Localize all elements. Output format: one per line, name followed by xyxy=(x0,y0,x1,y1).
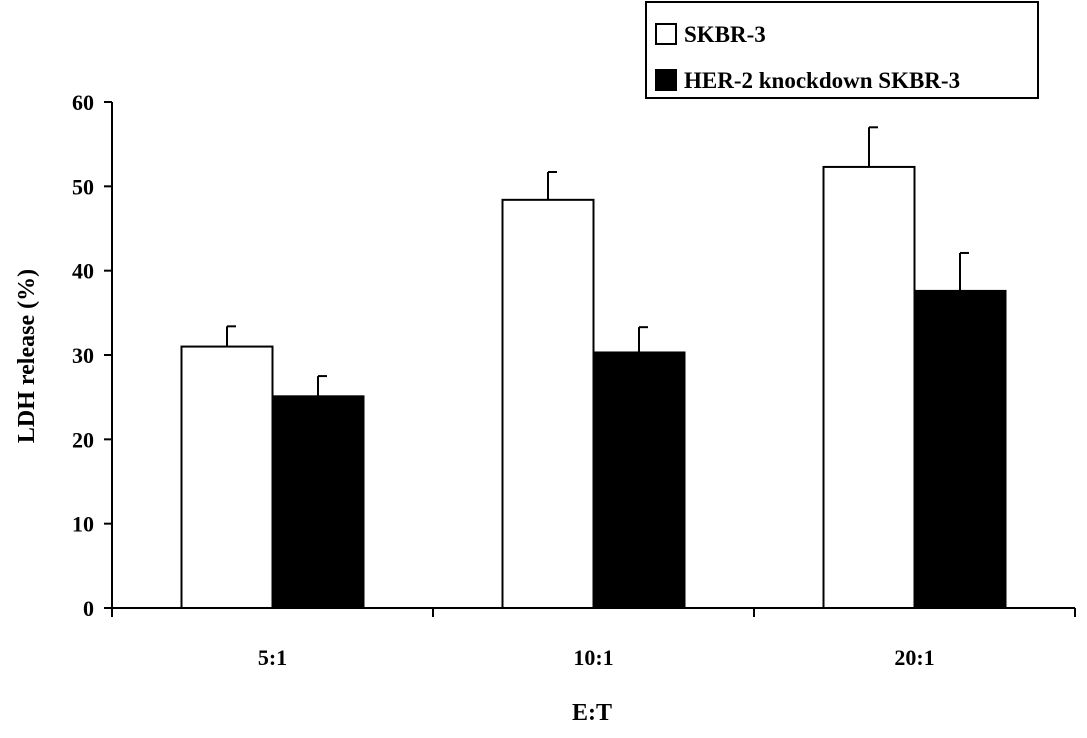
bar-skbr3-10:1 xyxy=(501,198,595,609)
legend-swatch-her2-knockdown xyxy=(655,69,677,91)
bar-skbr3-5:1 xyxy=(180,345,274,609)
x-axis-title: E:T xyxy=(572,700,612,726)
y-tick-label: 30 xyxy=(72,343,94,368)
y-tick-label: 10 xyxy=(72,512,94,537)
legend: SKBR-3 HER-2 knockdown SKBR-3 xyxy=(645,1,1039,99)
bar-skbr3-20:1 xyxy=(822,165,916,609)
y-tick-label: 40 xyxy=(72,259,94,284)
legend-label-her2-knockdown: HER-2 knockdown SKBR-3 xyxy=(684,68,960,93)
legend-label-skbr3: SKBR-3 xyxy=(684,22,766,47)
y-tick-label: 60 xyxy=(72,90,94,115)
bars-layer xyxy=(180,126,1007,609)
y-axis-title: LDH release (%) xyxy=(14,269,40,443)
legend-swatch-skbr3 xyxy=(655,23,677,45)
labels-layer: 0 10 20 30 40 50 60 5:1 10:1 20:1 E:T LDH release (… xyxy=(14,90,935,726)
y-tick-label: 0 xyxy=(83,596,94,621)
legend-box xyxy=(645,1,1039,99)
y-tick-label: 50 xyxy=(72,174,94,199)
x-tick-label: 20:1 xyxy=(894,645,934,670)
bar-her2-knockdown-5:1 xyxy=(271,395,365,609)
x-tick-label: 5:1 xyxy=(258,645,287,670)
bar-her2-knockdown-10:1 xyxy=(592,351,686,609)
bar-her2-knockdown-20:1 xyxy=(913,289,1007,609)
axes-layer xyxy=(104,101,1076,617)
y-tick-label: 20 xyxy=(72,427,94,452)
x-tick-label: 10:1 xyxy=(573,645,613,670)
